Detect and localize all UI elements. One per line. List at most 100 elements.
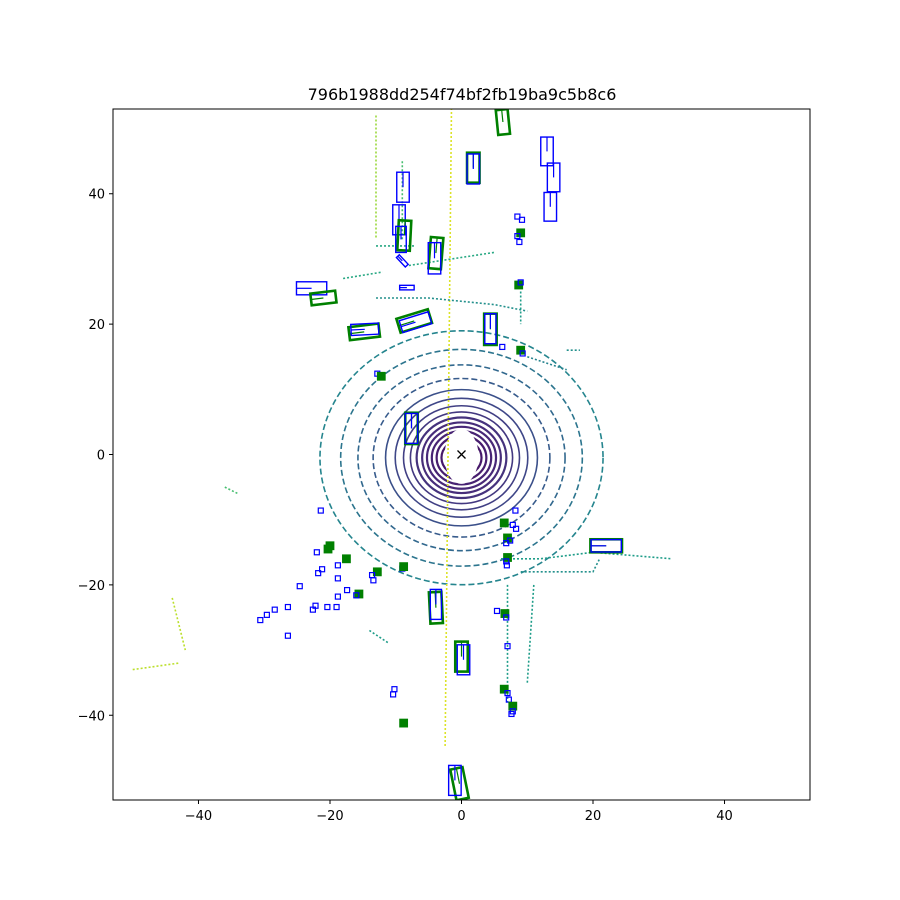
prediction-box-small bbox=[284, 632, 292, 639]
ground-truth-box-small bbox=[342, 554, 351, 564]
prediction-box-small bbox=[343, 586, 351, 594]
detection-boxes bbox=[257, 109, 624, 800]
x-tick-label: −40 bbox=[185, 809, 212, 824]
plot-area bbox=[132, 109, 672, 800]
x-tick-label: −20 bbox=[316, 809, 343, 824]
prediction-box-small bbox=[334, 593, 341, 600]
x-tick-label: 0 bbox=[457, 809, 465, 824]
point-segment bbox=[224, 486, 239, 495]
y-tick-label: −40 bbox=[78, 709, 105, 724]
prediction-box-small bbox=[517, 279, 524, 286]
prediction-box bbox=[447, 764, 462, 797]
prediction-box bbox=[395, 225, 407, 254]
x-axis: −40 −20 0 20 40 bbox=[185, 800, 733, 824]
point-segment bbox=[376, 297, 528, 312]
point-ring bbox=[421, 421, 502, 495]
y-tick-label: 40 bbox=[88, 188, 105, 203]
point-ring bbox=[384, 388, 539, 527]
prediction-box-small bbox=[334, 562, 341, 569]
y-tick-label: 20 bbox=[88, 318, 105, 333]
prediction-box-small bbox=[504, 689, 511, 697]
prediction-box-small bbox=[493, 607, 501, 615]
ground-truth-box bbox=[448, 765, 471, 800]
point-segment bbox=[342, 271, 383, 280]
ground-truth-box-small bbox=[376, 371, 386, 381]
point-segment bbox=[526, 584, 535, 683]
x-tick-label: 20 bbox=[585, 809, 602, 824]
ground-truth-box-small bbox=[516, 228, 526, 238]
ground-truth-box bbox=[308, 289, 338, 307]
prediction-box-small bbox=[263, 611, 270, 618]
prediction-box-small bbox=[499, 343, 506, 351]
point-ring bbox=[372, 377, 551, 538]
prediction-box-small bbox=[271, 606, 278, 613]
point-segment bbox=[408, 251, 495, 267]
ground-truth-box-small bbox=[372, 567, 382, 577]
prediction-box-small bbox=[309, 606, 316, 613]
point-segment bbox=[444, 109, 453, 748]
prediction-box bbox=[404, 412, 419, 445]
prediction-box bbox=[543, 191, 558, 222]
prediction-box-small bbox=[514, 213, 521, 220]
prediction-box-small bbox=[503, 562, 510, 569]
point-ring bbox=[339, 348, 584, 567]
prediction-box-small bbox=[353, 592, 360, 599]
prediction-box bbox=[398, 284, 415, 291]
prediction-box-small bbox=[390, 691, 397, 698]
prediction-box-small bbox=[296, 583, 303, 590]
point-ring bbox=[402, 404, 521, 511]
ground-truth-box bbox=[395, 218, 413, 253]
point-segment bbox=[171, 597, 187, 651]
prediction-box-small bbox=[504, 643, 511, 650]
prediction-box-small bbox=[503, 540, 510, 547]
prediction-box bbox=[427, 241, 442, 275]
ground-truth-box-small bbox=[508, 701, 518, 711]
point-ring bbox=[409, 411, 514, 505]
x-tick-label: 40 bbox=[716, 809, 733, 824]
point-segment bbox=[527, 355, 567, 371]
prediction-box-small bbox=[514, 233, 521, 240]
prediction-box-small bbox=[333, 603, 340, 611]
ground-truth-box bbox=[453, 640, 470, 673]
prediction-box-small bbox=[516, 238, 523, 246]
chart-title: 796b1988dd254f74bf2fb19ba9c5b8c6 bbox=[308, 85, 617, 104]
prediction-box-small bbox=[518, 216, 526, 223]
ground-truth-box-small bbox=[399, 562, 409, 572]
prediction-box bbox=[456, 644, 471, 676]
ego-vehicle-marker bbox=[457, 450, 466, 459]
prediction-box-small bbox=[509, 521, 516, 529]
lidar-points bbox=[132, 109, 672, 748]
prediction-box-small bbox=[315, 570, 322, 577]
prediction-box-small bbox=[512, 507, 519, 514]
point-ring bbox=[415, 416, 508, 500]
prediction-box-small bbox=[317, 507, 324, 514]
point-segment bbox=[501, 551, 672, 560]
prediction-box-small bbox=[519, 350, 526, 357]
y-tick-label: 0 bbox=[97, 449, 105, 464]
point-ring bbox=[394, 397, 529, 519]
point-ring bbox=[319, 330, 604, 586]
prediction-box bbox=[396, 171, 410, 203]
prediction-box-small bbox=[284, 603, 292, 611]
ground-truth-box-small bbox=[499, 684, 509, 694]
prediction-box-small bbox=[319, 566, 326, 573]
ground-truth-box-small bbox=[323, 544, 333, 554]
prediction-box-small bbox=[370, 577, 377, 584]
prediction-box-small bbox=[503, 614, 510, 621]
ground-truth-box bbox=[494, 109, 512, 137]
prediction-box-small bbox=[334, 575, 341, 582]
prediction-box bbox=[466, 153, 481, 185]
y-axis: −40 −20 0 20 40 bbox=[78, 188, 113, 724]
ground-truth-box-small bbox=[399, 718, 409, 728]
point-ring bbox=[425, 425, 498, 490]
prediction-box-small bbox=[512, 525, 520, 532]
prediction-box bbox=[590, 538, 623, 553]
ground-truth-box-small bbox=[499, 518, 509, 528]
ego-footprint bbox=[444, 429, 479, 484]
prediction-box bbox=[395, 253, 410, 269]
prediction-box bbox=[429, 588, 443, 621]
ego-x-marker bbox=[457, 450, 466, 459]
prediction-box-small bbox=[503, 558, 510, 565]
ground-truth-box bbox=[427, 235, 445, 271]
